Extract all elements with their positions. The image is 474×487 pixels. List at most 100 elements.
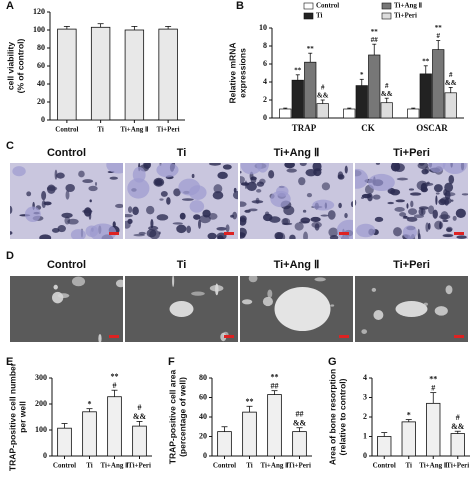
- cell-blob: [408, 208, 418, 216]
- scale-bar: [454, 335, 464, 338]
- significance-label: &&: [445, 79, 457, 87]
- y-axis-label: (percentage of well): [177, 377, 187, 457]
- significance-label: **: [429, 374, 437, 383]
- y-tick-label: 0: [43, 451, 47, 460]
- bar: [450, 433, 465, 457]
- cell-blob: [448, 174, 455, 184]
- x-tick-label: Ti+Peri: [157, 126, 180, 134]
- cell-blob: [394, 207, 405, 212]
- image-caption: Ti+Peri: [393, 259, 430, 271]
- cell-blob: [159, 198, 164, 201]
- significance-label: #: [385, 82, 389, 90]
- cell-blob: [435, 192, 440, 195]
- y-axis-label: (relative to control): [337, 378, 347, 455]
- significance-label: &&: [317, 92, 329, 100]
- significance-label: ##: [296, 410, 304, 419]
- cell-blob: [452, 215, 457, 221]
- cell-blob: [133, 233, 145, 237]
- y-tick-label: 6: [263, 59, 267, 68]
- cell-blob: [314, 277, 326, 282]
- cell-blob: [434, 220, 444, 230]
- panel-letter: F: [168, 356, 175, 368]
- y-tick-label: 0: [41, 115, 45, 124]
- cell-blob: [216, 226, 227, 231]
- legend-label: Ti+Ang Ⅱ: [394, 2, 422, 10]
- y-tick-label: 80: [199, 373, 207, 382]
- cell-blob: [421, 168, 429, 175]
- bar: [90, 26, 111, 121]
- cell-blob: [26, 191, 32, 197]
- osteoclast: [270, 190, 291, 208]
- cell-blob: [305, 168, 317, 177]
- cell-blob: [10, 205, 13, 214]
- bar: [368, 54, 381, 119]
- panel-letter: B: [236, 0, 244, 12]
- bar: [426, 402, 441, 457]
- cell-blob: [262, 296, 273, 307]
- x-tick-label: CK: [361, 123, 375, 133]
- panel-letter: E: [6, 356, 13, 368]
- significance-label: **: [294, 66, 302, 74]
- legend-swatch: [303, 12, 314, 20]
- cell-blob: [186, 225, 192, 234]
- y-tick-label: 8: [263, 41, 267, 50]
- bar: [316, 103, 329, 119]
- cell-blob: [181, 198, 194, 201]
- cell-blob: [396, 177, 409, 181]
- cell-blob: [311, 221, 322, 228]
- cell-blob: [240, 171, 242, 174]
- cell-blob: [375, 163, 381, 165]
- cell-blob: [418, 206, 429, 210]
- image-caption: Ti: [177, 259, 187, 271]
- significance-label: *: [360, 71, 364, 79]
- cell-blob: [374, 216, 384, 222]
- bar: [304, 61, 317, 119]
- bar: [107, 396, 122, 457]
- cell-blob: [52, 291, 64, 304]
- cell-blob: [310, 216, 321, 222]
- x-tick-label: Control: [213, 462, 236, 470]
- bar: [124, 29, 145, 121]
- cell-blob: [373, 310, 384, 320]
- image-caption: Control: [47, 147, 86, 159]
- bar: [242, 411, 257, 457]
- y-tick-label: 1: [363, 431, 367, 440]
- y-tick-label: 100: [35, 425, 47, 434]
- cell-blob: [299, 163, 307, 167]
- osteoclast: [127, 178, 150, 199]
- cell-blob: [232, 211, 238, 220]
- cell-blob: [176, 224, 187, 234]
- y-tick-label: 40: [199, 412, 207, 421]
- cell-blob: [209, 163, 221, 166]
- cell-blob: [461, 193, 468, 196]
- cell-blob: [217, 235, 224, 239]
- cell-blob: [250, 176, 257, 184]
- cell-blob: [262, 213, 273, 222]
- cell-blob: [294, 222, 304, 231]
- bar: [132, 425, 147, 457]
- cell-blob: [256, 181, 265, 187]
- bar: [267, 394, 282, 457]
- legend-label: Ti: [316, 12, 323, 20]
- legend-swatch: [381, 12, 392, 20]
- cell-blob: [240, 217, 247, 226]
- significance-label: **: [422, 57, 430, 65]
- cell-blob: [56, 172, 65, 179]
- y-tick-label: 20: [199, 431, 207, 440]
- cell-blob: [172, 276, 175, 287]
- significance-label: *: [88, 400, 92, 409]
- bar: [343, 108, 356, 119]
- resorption-pit: [395, 301, 428, 317]
- cell-blob: [115, 279, 123, 288]
- bar: [217, 431, 232, 457]
- cell-blob: [222, 164, 232, 170]
- cell-blob: [418, 163, 425, 166]
- cell-blob: [284, 163, 295, 169]
- scale-bar: [224, 335, 234, 338]
- y-tick-label: 0: [363, 451, 367, 460]
- cell-blob: [78, 170, 85, 178]
- cell-blob: [57, 225, 66, 233]
- cell-blob: [179, 212, 186, 220]
- cell-blob: [361, 329, 368, 334]
- panel-letter: A: [6, 0, 14, 12]
